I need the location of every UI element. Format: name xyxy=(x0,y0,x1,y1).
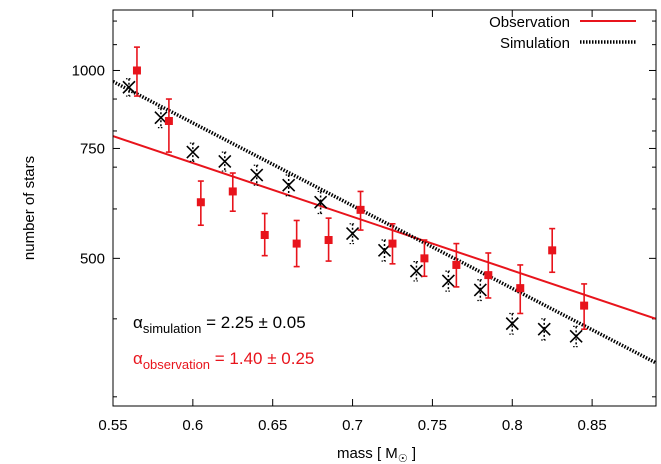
x-tick-label: 0.7 xyxy=(342,417,363,434)
x-tick-label: 0.6 xyxy=(182,417,203,434)
y-tick-label: 500 xyxy=(80,250,105,267)
x-tick-labels: 0.55 0.6 0.65 0.7 0.75 0.8 0.85 xyxy=(98,417,606,434)
observation-point xyxy=(516,284,525,293)
observation-point xyxy=(356,205,365,214)
x-axis-label-text: mass [ M xyxy=(337,445,398,462)
plot-area xyxy=(113,46,656,365)
legend: Observation Simulation xyxy=(489,14,636,52)
observation-point xyxy=(164,116,173,125)
observation-point xyxy=(260,230,269,239)
x-tick-label: 0.85 xyxy=(578,417,607,434)
plot-content xyxy=(113,46,656,365)
plot-frame xyxy=(112,9,657,407)
x-axis-label-suffix: ] xyxy=(408,445,416,462)
simulation-point xyxy=(314,195,328,209)
fit-line-observation xyxy=(113,135,656,320)
solar-symbol: ☉ xyxy=(398,453,408,464)
x-tick-label: 0.8 xyxy=(502,417,523,434)
legend-label-simulation: Simulation xyxy=(500,35,570,52)
observation-point xyxy=(580,301,589,310)
y-tick-label: 1000 xyxy=(72,62,105,79)
simulation-point xyxy=(186,145,200,159)
simulation-point xyxy=(505,317,519,331)
simulation-point xyxy=(441,274,455,288)
simulation-point xyxy=(122,80,136,94)
simulation-point xyxy=(345,226,360,241)
observation-point xyxy=(420,254,429,263)
observation-point xyxy=(324,236,333,245)
simulation-point xyxy=(473,283,487,297)
observation-point xyxy=(132,66,141,75)
simulation-point xyxy=(569,329,583,343)
alpha-symbol: α xyxy=(133,349,143,368)
annotation-subscript: observation xyxy=(143,357,210,372)
observation-point xyxy=(196,198,205,207)
legend-label-observation: Observation xyxy=(489,14,570,31)
observation-point xyxy=(388,239,397,248)
simulation-point xyxy=(409,264,424,278)
tick-marks xyxy=(112,10,656,406)
annotation-simulation: αsimulation = 2.25 ± 0.05 xyxy=(133,313,306,336)
observation-point xyxy=(484,271,493,280)
annotation-subscript: simulation xyxy=(143,321,202,336)
annotation-value: = 1.40 ± 0.25 xyxy=(210,349,314,368)
x-tick-label: 0.65 xyxy=(258,417,287,434)
simulation-point xyxy=(218,154,232,168)
observation-point xyxy=(228,187,237,196)
observation-point xyxy=(548,246,557,255)
annotation-observation: αobservation = 1.40 ± 0.25 xyxy=(133,349,314,372)
observation-point xyxy=(292,239,301,248)
observation-point xyxy=(452,260,461,269)
x-axis-label: mass [ M☉ ] xyxy=(337,445,416,464)
simulation-point xyxy=(250,168,264,182)
annotation-value: = 2.25 ± 0.05 xyxy=(201,313,305,332)
x-tick-label: 0.55 xyxy=(98,417,127,434)
simulation-point xyxy=(282,178,296,192)
y-tick-label: 750 xyxy=(80,140,105,157)
y-axis-label: number of stars xyxy=(21,156,38,260)
simulation-point xyxy=(537,322,551,336)
y-tick-labels: 500 750 1000 xyxy=(72,62,105,267)
x-tick-label: 0.75 xyxy=(418,417,447,434)
alpha-symbol: α xyxy=(133,313,143,332)
